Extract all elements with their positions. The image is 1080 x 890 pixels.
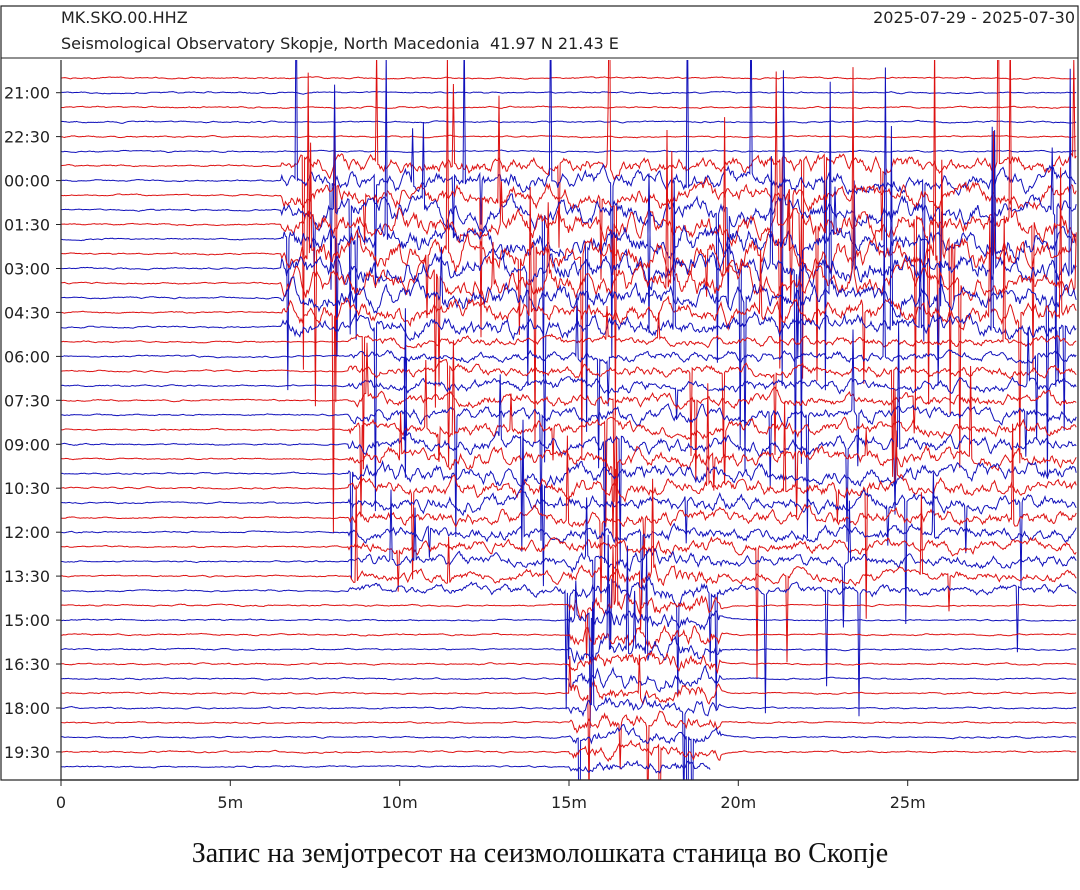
trace-line bbox=[61, 423, 1077, 603]
y-tick-label: 03:00 bbox=[4, 260, 50, 279]
trace-line bbox=[61, 95, 1077, 416]
trace-line bbox=[61, 149, 1077, 154]
trace-line bbox=[61, 60, 1077, 379]
trace-line bbox=[61, 327, 1077, 420]
y-tick-label: 15:00 bbox=[4, 611, 50, 630]
y-tick-label: 22:30 bbox=[4, 128, 50, 147]
x-tick-label: 25m bbox=[890, 793, 926, 812]
y-tick-label: 12:00 bbox=[4, 523, 50, 542]
caption: Запис на земјотресот на сеизмолошката ст… bbox=[191, 838, 889, 869]
trace-line bbox=[61, 76, 1077, 80]
trace-line bbox=[61, 67, 1077, 469]
y-tick-label: 10:30 bbox=[4, 479, 50, 498]
trace-line bbox=[61, 329, 1077, 541]
station-subtitle: Seismological Observatory Skopje, North … bbox=[61, 34, 619, 53]
date-range: 2025-07-29 - 2025-07-30 bbox=[873, 8, 1075, 27]
trace-group bbox=[61, 60, 1077, 780]
trace-line bbox=[61, 60, 1077, 391]
trace-line bbox=[61, 105, 1077, 110]
x-tick-label: 0 bbox=[56, 793, 66, 812]
trace-line bbox=[61, 90, 1077, 95]
y-tick-labels: 21:00 22:30 00:00 01:30 03:00 04:30 06:00 07:30… bbox=[4, 84, 61, 762]
trace-line bbox=[61, 215, 1077, 470]
trace-line bbox=[61, 230, 1077, 478]
y-tick-label: 21:00 bbox=[4, 84, 50, 103]
trace-line bbox=[61, 342, 1077, 502]
plot-area-border bbox=[0, 5, 1079, 781]
trace-line bbox=[61, 601, 1077, 780]
trace-line bbox=[61, 459, 1077, 587]
trace-line bbox=[61, 60, 1077, 458]
station-code: MK.SKO.00.HHZ bbox=[61, 8, 188, 27]
trace-line bbox=[61, 650, 1077, 675]
trace-line bbox=[61, 125, 1077, 512]
trace-line bbox=[61, 437, 1077, 659]
trace-line bbox=[61, 759, 711, 774]
y-tick-label: 04:30 bbox=[4, 303, 50, 322]
y-tick-label: 00:00 bbox=[4, 172, 50, 191]
trace-line bbox=[61, 365, 1077, 541]
x-tick-label: 10m bbox=[382, 793, 418, 812]
y-tick-label: 01:30 bbox=[4, 216, 50, 235]
trace-line bbox=[61, 60, 1077, 464]
trace-line bbox=[61, 167, 1077, 534]
trace-line bbox=[61, 654, 1077, 780]
trace-line bbox=[61, 358, 1077, 477]
trace-line bbox=[61, 70, 1077, 387]
y-tick-label: 06:00 bbox=[4, 347, 50, 366]
trace-line bbox=[61, 489, 1077, 644]
y-tick-label: 09:00 bbox=[4, 435, 50, 454]
trace-line bbox=[61, 580, 1077, 729]
x-tick-label: 15m bbox=[551, 793, 587, 812]
y-tick-label: 07:30 bbox=[4, 391, 50, 410]
trace-line bbox=[61, 536, 1077, 680]
trace-line bbox=[61, 624, 1077, 650]
trace-line bbox=[61, 710, 1077, 780]
trace-line bbox=[61, 81, 1077, 479]
trace-line bbox=[61, 723, 1077, 780]
trace-line bbox=[61, 575, 1077, 717]
y-tick-label: 18:00 bbox=[4, 699, 50, 718]
x-tick-labels: 0 5m 10m 15m 20m 25m bbox=[56, 780, 926, 812]
trace-line bbox=[61, 419, 1077, 606]
trace-line bbox=[61, 739, 1077, 780]
y-tick-label: 13:30 bbox=[4, 567, 50, 586]
trace-line bbox=[61, 119, 1077, 124]
y-tick-label: 19:30 bbox=[4, 743, 50, 762]
trace-line bbox=[61, 478, 1077, 663]
seismogram-plot: MK.SKO.00.HHZ Seismological Observatory … bbox=[0, 5, 1079, 812]
x-tick-label: 20m bbox=[720, 793, 756, 812]
trace-line bbox=[61, 308, 1077, 564]
trace-line bbox=[61, 134, 1077, 139]
trace-line bbox=[61, 340, 1077, 527]
trace-line bbox=[61, 534, 1077, 664]
y-tick-label: 16:30 bbox=[4, 655, 50, 674]
trace-line bbox=[61, 60, 1077, 411]
x-tick-label: 5m bbox=[217, 793, 243, 812]
